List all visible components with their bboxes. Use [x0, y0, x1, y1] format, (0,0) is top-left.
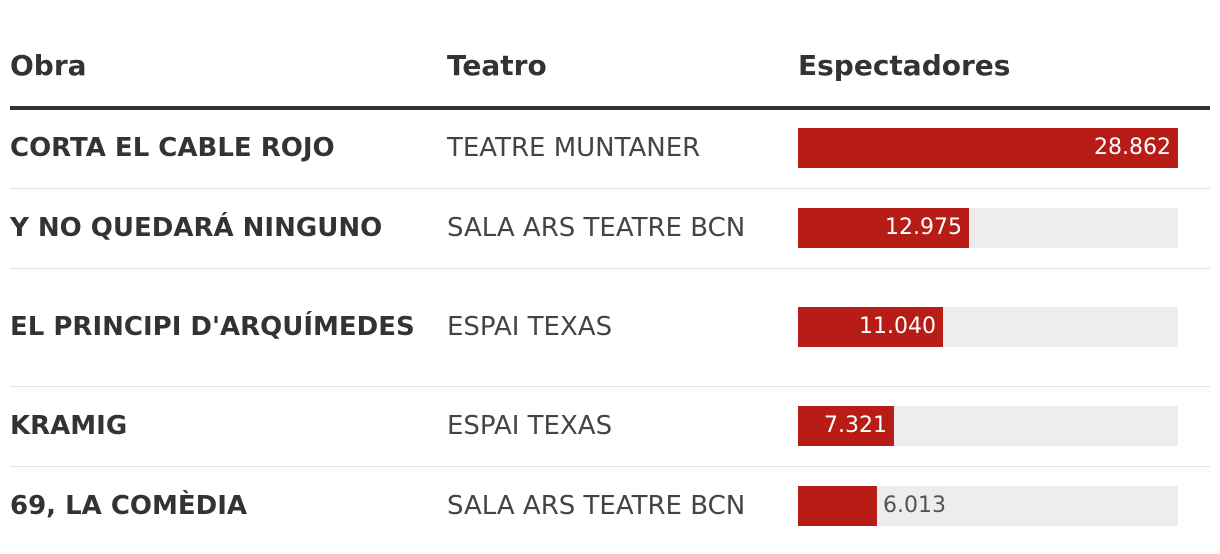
teatro-cell: ESPAI TEXAS [447, 312, 613, 342]
teatro-cell: SALA ARS TEATRE BCN [447, 491, 746, 521]
bar [798, 208, 969, 248]
obra-cell: 69, LA COMÈDIA [10, 491, 248, 521]
bar [798, 128, 1178, 168]
espectadores-cell: 12.975 [798, 188, 1178, 268]
bar-value-label: 7.321 [824, 413, 887, 438]
header-teatro: Teatro [447, 49, 547, 82]
table-row: KRAMIG ESPAI TEXAS 7.321 [10, 386, 1210, 467]
table-row: EL PRINCIPI D'ARQUÍMEDES ESPAI TEXAS 11.04… [10, 268, 1210, 387]
bar [798, 307, 943, 347]
bar-value-label: 12.975 [885, 215, 962, 240]
espectadores-cell: 6.013 [798, 466, 1178, 546]
bar-track: 7.321 [798, 406, 1178, 446]
header-espectadores: Espectadores [798, 49, 1011, 82]
teatro-cell: TEATRE MUNTANER [447, 133, 701, 163]
table-row: 69, LA COMÈDIA SALA ARS TEATRE BCN 6.013 [10, 466, 1210, 546]
obra-cell: EL PRINCIPI D'ARQUÍMEDES [10, 312, 415, 342]
obra-cell: KRAMIG [10, 411, 128, 441]
header-obra: Obra [10, 49, 87, 82]
bar [798, 406, 894, 446]
espectadores-cell: 28.862 [798, 108, 1178, 188]
teatro-cell: ESPAI TEXAS [447, 411, 613, 441]
obra-cell: CORTA EL CABLE ROJO [10, 133, 335, 163]
table-row: CORTA EL CABLE ROJO TEATRE MUNTANER 28.862 [10, 108, 1210, 189]
espectadores-cell: 11.040 [798, 268, 1178, 386]
table-row: Y NO QUEDARÁ NINGUNO SALA ARS TEATRE BCN 1… [10, 188, 1210, 269]
bar-value-label: 11.040 [859, 314, 936, 339]
table-header: Obra Teatro Espectadores [10, 46, 1210, 110]
bar [798, 486, 877, 526]
bar-track: 11.040 [798, 307, 1178, 347]
bar-track: 6.013 [798, 486, 1178, 526]
bar-value-label: 28.862 [1094, 135, 1171, 160]
obra-cell: Y NO QUEDARÁ NINGUNO [10, 213, 383, 243]
bar-track: 28.862 [798, 128, 1178, 168]
bar-value-label: 6.013 [883, 493, 946, 518]
espectadores-cell: 7.321 [798, 386, 1178, 466]
teatro-cell: SALA ARS TEATRE BCN [447, 213, 746, 243]
bar-track: 12.975 [798, 208, 1178, 248]
